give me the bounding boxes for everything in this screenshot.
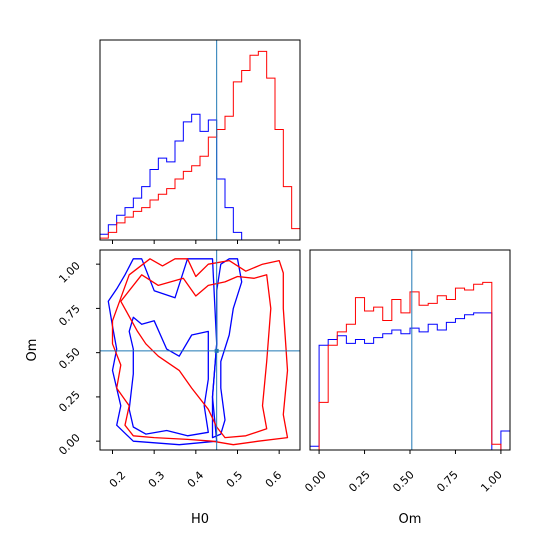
x-tick-label: 1.00 bbox=[478, 468, 505, 495]
histogram-step-red bbox=[100, 50, 300, 240]
contour-x-tick-labels: 0.2 0.3 0.4 0.5 0.6 bbox=[107, 469, 285, 491]
x-axis-label-h0: H0 bbox=[191, 512, 209, 527]
panel-frame bbox=[309, 249, 511, 451]
hist-series-group bbox=[310, 281, 510, 450]
x-tick-label: 0.6 bbox=[263, 469, 285, 491]
x-tick-label: 0.00 bbox=[302, 468, 329, 495]
y-tick-label: 1.00 bbox=[56, 259, 83, 286]
contour-level-red bbox=[111, 258, 289, 446]
x-tick-label: 0.75 bbox=[434, 468, 461, 495]
contour-y-tick-labels: 0.00 0.25 0.50 0.75 1.00 bbox=[56, 259, 83, 458]
hist-series-group bbox=[100, 50, 300, 240]
y-tick-label: 0.75 bbox=[56, 302, 83, 329]
histogram-om-panel bbox=[309, 249, 511, 454]
y-tick-label: 0.50 bbox=[56, 345, 83, 372]
panel-frame bbox=[99, 39, 301, 241]
histogram-step-red bbox=[318, 281, 502, 450]
truth-marker bbox=[214, 348, 219, 353]
x-axis-label-om: Om bbox=[399, 512, 422, 527]
om-hist-x-tick-labels: 0.00 0.25 0.50 0.75 1.00 bbox=[302, 468, 505, 495]
y-tick-label: 0.25 bbox=[56, 388, 83, 415]
contour-lines-group bbox=[107, 258, 289, 446]
x-tick-label: 0.2 bbox=[107, 469, 129, 491]
x-tick-label: 0.5 bbox=[224, 469, 246, 491]
contour-level-red bbox=[120, 274, 272, 439]
contour-level-blue bbox=[128, 316, 209, 437]
y-axis-label-om: Om bbox=[25, 339, 40, 362]
x-tick-label: 0.3 bbox=[146, 469, 168, 491]
histogram-h0-panel bbox=[99, 39, 301, 244]
panel-frame bbox=[99, 249, 301, 451]
contour-h0-om-panel bbox=[96, 249, 301, 454]
histogram-step-blue bbox=[310, 312, 510, 450]
x-tick-label: 0.50 bbox=[390, 468, 417, 495]
y-tick-label: 0.00 bbox=[56, 431, 83, 458]
histogram-step-blue bbox=[100, 113, 243, 240]
x-tick-label: 0.25 bbox=[346, 468, 373, 495]
x-tick-label: 0.4 bbox=[185, 469, 207, 491]
